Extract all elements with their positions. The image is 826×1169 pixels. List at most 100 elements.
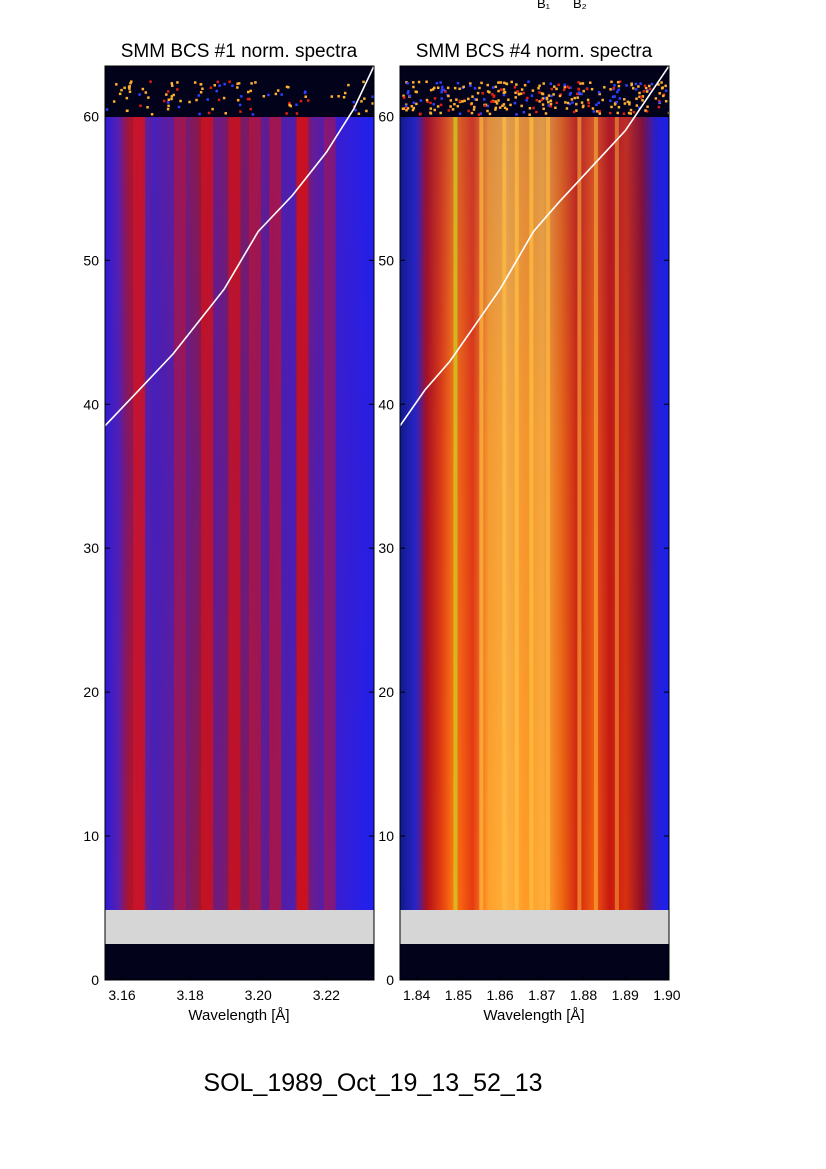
noise-speckle <box>188 100 191 104</box>
noise-speckle <box>566 101 570 105</box>
noise-speckle <box>509 103 512 107</box>
noise-speckle <box>513 86 517 89</box>
noise-speckle <box>617 84 621 88</box>
noise-speckle <box>630 83 633 87</box>
noise-speckle <box>566 85 569 88</box>
noise-speckle <box>433 108 436 112</box>
noise-speckle <box>363 97 366 100</box>
noise-speckle <box>543 96 547 100</box>
noise-speckle <box>646 105 649 109</box>
noise-speckle <box>581 82 585 85</box>
noise-speckle <box>475 98 478 101</box>
noise-speckle <box>439 111 442 115</box>
noise-speckle <box>435 81 439 85</box>
noise-speckle <box>554 106 557 110</box>
noise-speckle <box>419 112 422 116</box>
y-tick-label: 50 <box>378 252 394 268</box>
noise-speckle <box>165 93 168 96</box>
noise-speckle <box>537 86 540 90</box>
noise-speckle <box>455 98 458 101</box>
y-tick-label: 40 <box>378 396 394 412</box>
noise-speckle <box>549 102 553 106</box>
noise-speckle <box>627 111 631 115</box>
noise-speckle <box>577 88 581 91</box>
noise-speckle <box>570 98 574 101</box>
noise-speckle <box>565 107 569 110</box>
x-axis-label: Wavelength [Å] <box>483 1007 584 1024</box>
noise-speckle <box>616 90 619 94</box>
noise-speckle <box>502 103 506 106</box>
noise-speckle <box>648 87 652 91</box>
noise-speckle <box>616 111 619 115</box>
noise-speckle <box>603 86 606 89</box>
noise-speckle <box>494 106 498 110</box>
noise-speckle <box>469 82 472 85</box>
noise-speckle <box>494 100 497 103</box>
overlay-curve <box>105 66 374 427</box>
noise-speckle <box>285 85 289 89</box>
noise-speckle <box>639 96 643 99</box>
noise-speckle <box>590 87 594 91</box>
noise-speckle <box>582 104 585 108</box>
noise-speckle <box>573 96 576 100</box>
noise-speckle <box>280 93 283 96</box>
noise-speckle <box>497 99 500 102</box>
spectral-line <box>296 113 309 913</box>
noise-speckle <box>447 94 450 98</box>
y-tick-label: 60 <box>378 108 394 124</box>
noise-speckle <box>515 83 518 86</box>
noise-speckle <box>118 92 122 96</box>
noise-speckle <box>550 87 554 91</box>
x-tick-label: 1.84 <box>403 987 430 1003</box>
noise-speckle <box>657 99 661 103</box>
noise-speckle <box>598 92 601 96</box>
noise-speckle <box>579 82 582 85</box>
x-axis: 1.84 1.85 1.86 1.87 1.88 1.89 1.90 <box>403 974 681 1003</box>
noise-speckle <box>166 107 170 111</box>
noise-speckle <box>250 82 253 85</box>
noise-speckle <box>657 83 660 86</box>
noise-speckle <box>664 84 667 88</box>
noise-speckle <box>488 112 492 116</box>
noise-speckle <box>213 84 217 87</box>
noise-speckle <box>541 92 545 96</box>
spectral-line <box>201 113 214 913</box>
spectral-line <box>514 113 519 913</box>
noise-speckle <box>562 88 566 92</box>
noise-speckle <box>429 112 433 115</box>
noise-speckle <box>628 102 631 106</box>
noise-speckle <box>538 84 541 88</box>
y-tick-label: 0 <box>91 972 99 988</box>
noise-speckle <box>246 97 250 101</box>
noise-speckle <box>662 94 665 98</box>
noise-speckle <box>406 82 409 85</box>
noise-speckle <box>276 89 280 92</box>
y-tick-label: 30 <box>378 540 394 556</box>
noise-speckle <box>638 95 641 99</box>
noise-speckle <box>525 99 528 102</box>
noise-speckle <box>410 105 414 108</box>
noise-speckle <box>552 93 555 96</box>
noise-speckle <box>170 97 173 101</box>
noise-speckle <box>429 107 433 110</box>
noise-speckle <box>577 81 580 84</box>
noise-speckle <box>550 94 553 98</box>
y-tick-label: 10 <box>83 828 99 844</box>
noise-speckle <box>499 81 503 84</box>
noise-speckle <box>147 96 150 99</box>
noise-speckle <box>575 109 578 112</box>
noise-speckle <box>285 112 288 115</box>
noise-speckle <box>519 92 523 95</box>
noise-speckle <box>634 82 638 86</box>
noise-speckle <box>246 90 250 94</box>
bad-data-band <box>400 910 669 944</box>
noise-speckle <box>365 109 368 113</box>
noise-speckle <box>115 83 118 86</box>
noise-speckle <box>231 84 234 88</box>
heatmap-panel-bcs4: SMM BCS #4 norm. spectra 0 10 20 30 40 50 60 1… <box>378 41 680 1024</box>
noise-speckle <box>531 89 535 92</box>
noise-speckle <box>490 100 493 103</box>
noise-speckle <box>429 88 433 92</box>
noise-speckle <box>510 80 513 84</box>
noise-speckle <box>514 91 517 95</box>
